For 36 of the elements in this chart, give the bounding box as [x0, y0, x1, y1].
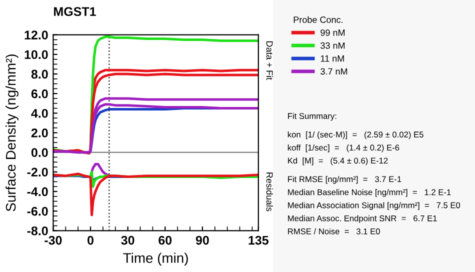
- text: RMSE / Noise = 3.1 E0: [288, 228, 380, 234]
- y-tick-label: 8.0: [31, 70, 48, 79]
- text: Median Baseline Noise [ng/mm²] = 1.2 E-1: [288, 189, 451, 197]
- text: Median Assoc. Endpoint SNR = 6.7 E1: [288, 215, 437, 223]
- text: Data + Fit: [266, 41, 273, 80]
- legend-label: 99 nM: [320, 29, 345, 36]
- x-tick-label: 30: [121, 236, 134, 245]
- y-tick-label: 10.0: [24, 50, 48, 60]
- x-tick-label: 60: [158, 236, 172, 245]
- x-tick-label: -30: [44, 236, 62, 245]
- text: Median Association Signal [ng/mm²] = 7.5 E0: [288, 202, 460, 210]
- y-axis-title: Surface Density (ng/mm²): [6, 54, 18, 212]
- y-tick-label: 2.0: [31, 128, 48, 138]
- text: Kd [M] = (5.4 ± 0.6) E-12: [288, 157, 388, 166]
- legend-title: Probe Conc.: [294, 16, 342, 23]
- y-tick-label: -4.0: [27, 187, 48, 196]
- chart-title: MGST1: [54, 7, 96, 16]
- x-tick-label: 90: [196, 236, 209, 245]
- y-tick-label: 0.0: [31, 148, 48, 157]
- x-tick-label: 135: [248, 236, 268, 245]
- x-axis-title: Time (min): [123, 252, 188, 266]
- text: kon [1/ (sec·M)] = (2.59 ± 0.02) E5: [288, 131, 424, 140]
- x-tick-label: 0: [88, 236, 94, 245]
- legend-label: 33 nM: [320, 42, 345, 49]
- y-tick-label: 6.0: [31, 89, 48, 98]
- legend-label: 3.7 nM: [320, 68, 348, 75]
- y-tick-label: -6.0: [27, 206, 48, 216]
- text: Fit RMSE [ng/mm²] = 3.7 E-1: [288, 176, 402, 184]
- legend-label: 11 nM: [320, 55, 344, 62]
- y-tick-label: 12.0: [24, 30, 48, 40]
- text: Residuals: [266, 172, 273, 212]
- text: Fit Summary:: [288, 112, 336, 121]
- y-tick-label: -2.0: [27, 168, 48, 177]
- y-tick-label: 4.0: [31, 108, 48, 118]
- text: koff [1/sec] = (1.4 ± 0.2) E-6: [288, 144, 400, 152]
- y-tick-label: -8.0: [27, 226, 48, 236]
